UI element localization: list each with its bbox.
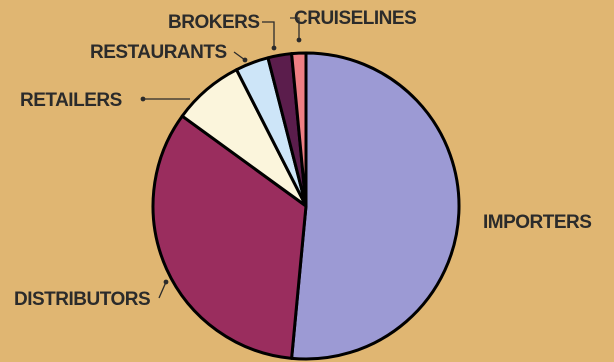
- label-retailers: RETAILERS: [20, 90, 122, 111]
- leader-dot-restaurants: [242, 57, 248, 63]
- leader-line-cruiselines: [290, 17, 300, 40]
- leader-dot-brokers: [271, 45, 277, 51]
- leader-dot-cruiselines: [296, 37, 302, 43]
- label-restaurants: RESTAURANTS: [90, 42, 227, 63]
- pie-slice-cruiselines: [290, 51, 308, 208]
- pie-slice-distributors: [151, 114, 308, 360]
- leader-line-brokers: [262, 21, 275, 48]
- leader-dot-retailers: [140, 96, 146, 102]
- label-cruiselines: CRUISELINES: [294, 8, 416, 29]
- label-distributors: DISTRIBUTORS: [14, 289, 150, 310]
- leader-lines: [140, 17, 302, 299]
- pie-slice-importers: [290, 51, 461, 361]
- slice-labels: CRUISELINES BROKERS RESTAURANTS RETAILER…: [14, 8, 592, 310]
- leader-dot-distributors: [163, 279, 169, 285]
- label-brokers: BROKERS: [168, 12, 260, 33]
- pie-slices: [151, 51, 461, 361]
- label-importers: IMPORTERS: [483, 212, 591, 233]
- leader-line-distributors: [158, 281, 167, 299]
